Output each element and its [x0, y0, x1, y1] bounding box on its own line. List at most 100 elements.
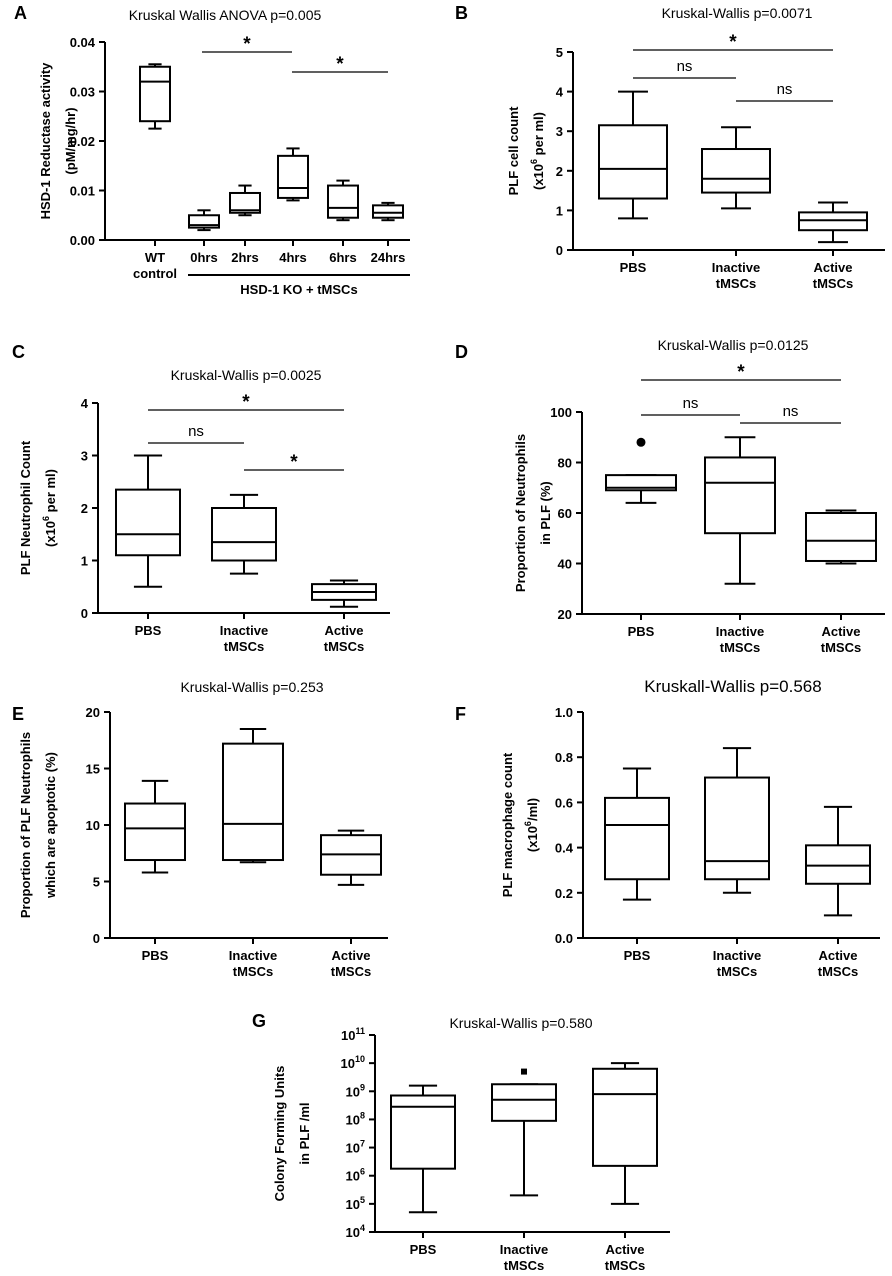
panel-label: B: [455, 3, 468, 23]
y-tick-label: 15: [86, 762, 100, 777]
significance-label: *: [290, 452, 298, 473]
box-1: [211, 493, 277, 575]
chart-title: Kruskal-Wallis p=0.0071: [662, 5, 813, 21]
y-axis-label: (x106 per ml): [41, 469, 58, 547]
outlier-point: [636, 437, 646, 447]
y-axis-label: Proportion of PLF Neutrophils: [18, 732, 33, 918]
y-tick-label: 108: [346, 1110, 365, 1127]
y-tick-label: 1.0: [555, 705, 573, 720]
outlier-point: [521, 1068, 527, 1075]
y-tick-label: 5: [556, 45, 563, 60]
x-tick-label: Inactive: [500, 1242, 548, 1257]
iqr-box: [701, 148, 771, 194]
x-tick-label: tMSCs: [605, 1258, 645, 1273]
iqr-box: [372, 204, 404, 219]
y-tick-label: 1: [81, 554, 88, 569]
x-tick-label: tMSCs: [717, 964, 757, 979]
iqr-box: [139, 65, 171, 123]
y-tick-label: 107: [346, 1139, 365, 1156]
x-tick-label: tMSCs: [720, 640, 760, 655]
y-tick-label: 60: [558, 506, 572, 521]
y-axis-label: (pM/mg/hr): [63, 107, 78, 174]
box-5: [372, 201, 404, 222]
panel-f: F Kruskall-Wallis p=0.568 PLF macrophage c…: [455, 677, 880, 979]
y-tick-label: 105: [346, 1195, 365, 1212]
x-tick-label: 4hrs: [279, 250, 306, 265]
box-0: [139, 63, 171, 130]
iqr-box: [805, 512, 877, 562]
y-tick-label: 4: [556, 85, 564, 100]
box-1: [701, 126, 771, 210]
significance-label: ns: [683, 395, 699, 412]
panel-g: G Kruskal-Wallis p=0.580 Colony Forming Un…: [252, 1011, 670, 1273]
y-tick-label: 5: [93, 875, 100, 890]
y-tick-label: 0.00: [70, 233, 95, 248]
y-axis-label: (x106 per ml): [529, 112, 546, 190]
panel-label: G: [252, 1011, 266, 1031]
x-tick-label: 6hrs: [329, 250, 356, 265]
box-0: [605, 474, 677, 504]
significance-label: ns: [783, 403, 799, 420]
significance-label: *: [729, 32, 737, 53]
panel-c: C Kruskal-Wallis p=0.0025 PLF Neutrophil C…: [12, 342, 390, 654]
y-axis-label: Proportion of Neutrophils: [513, 434, 528, 592]
panel-label: F: [455, 704, 466, 724]
y-tick-label: 1011: [341, 1026, 365, 1043]
y-tick-label: 109: [346, 1082, 365, 1099]
chart-title: Kruskal-Wallis p=0.580: [449, 1015, 592, 1031]
y-tick-label: 0.6: [555, 795, 573, 810]
box-2: [311, 579, 377, 608]
panel-label: D: [455, 342, 468, 362]
box-0: [124, 779, 186, 874]
box-1: [222, 727, 284, 864]
x-tick-label: Active: [821, 624, 860, 639]
x-tick-label: tMSCs: [224, 639, 264, 654]
x-tick-label: 0hrs: [190, 250, 217, 265]
chart-title: Kruskal-Wallis p=0.253: [180, 679, 323, 695]
iqr-box: [277, 154, 309, 199]
x-tick-label: Inactive: [220, 623, 268, 638]
x-tick-label: 24hrs: [371, 250, 406, 265]
box-2: [798, 201, 868, 244]
iqr-box: [605, 474, 677, 492]
box-1: [491, 1083, 557, 1197]
x-tick-label: tMSCs: [813, 276, 853, 291]
significance-label: *: [336, 54, 344, 75]
x-tick-label: PBS: [628, 624, 655, 639]
y-tick-label: 0: [556, 243, 563, 258]
box-2: [805, 509, 877, 565]
box-0: [604, 767, 670, 901]
y-tick-label: 1: [556, 203, 563, 218]
y-tick-label: 0.02: [70, 134, 95, 149]
iqr-box: [598, 124, 668, 200]
x-tick-label: 2hrs: [231, 250, 258, 265]
x-tick-label: control: [133, 266, 177, 281]
panel-label: A: [14, 3, 27, 23]
x-tick-label: Active: [818, 948, 857, 963]
box-0: [390, 1084, 456, 1214]
y-tick-label: 0.04: [70, 35, 96, 50]
y-tick-label: 40: [558, 557, 572, 572]
y-tick-label: 0.2: [555, 886, 573, 901]
y-tick-label: 100: [550, 405, 572, 420]
iqr-box: [704, 776, 770, 881]
panel-label: C: [12, 342, 25, 362]
box-2: [592, 1062, 658, 1205]
significance-label: ns: [188, 423, 204, 440]
x-tick-label: Active: [605, 1242, 644, 1257]
y-tick-label: 0.8: [555, 750, 573, 765]
y-axis-label: (x106/ml): [523, 798, 540, 852]
y-tick-label: 2: [81, 501, 88, 516]
x-tick-label: Inactive: [713, 948, 761, 963]
iqr-box: [222, 742, 284, 862]
y-tick-label: 0.0: [555, 931, 573, 946]
y-axis-label: Colony Forming Units: [272, 1066, 287, 1202]
y-tick-label: 0: [93, 931, 100, 946]
x-tick-label: PBS: [410, 1242, 437, 1257]
x-tick-label: tMSCs: [324, 639, 364, 654]
y-tick-label: 2: [556, 164, 563, 179]
iqr-box: [115, 488, 181, 557]
box-0: [598, 90, 668, 220]
x-tick-label: Inactive: [716, 624, 764, 639]
